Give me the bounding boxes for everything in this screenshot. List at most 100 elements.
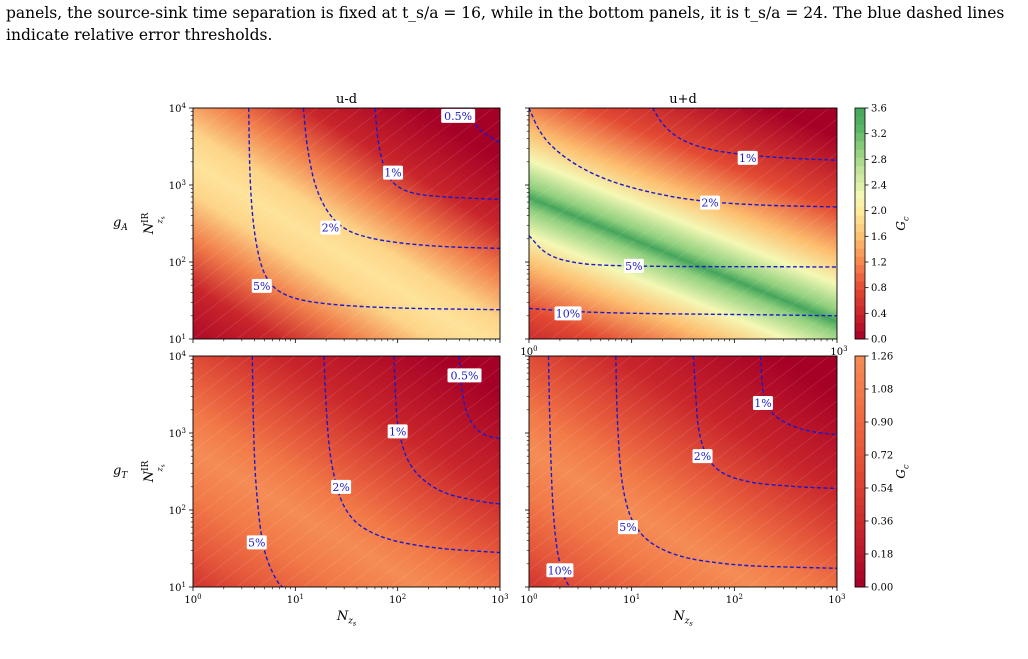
bottom-left-texture-line [193, 356, 274, 419]
colorbar-0-segment [855, 132, 865, 142]
bottom-right-xtick-label: 102 [726, 593, 743, 606]
top-left-texture-line [193, 108, 406, 272]
top-left-texture-line [214, 119, 500, 339]
bottom-right-texture-line [903, 356, 1028, 587]
top-right-texture-line [770, 287, 837, 339]
top-right-contour-line [529, 307, 837, 317]
bottom-right-texture-line [529, 356, 588, 402]
colorbar-0-segment [855, 207, 865, 216]
bottom-right-texture-line [529, 356, 698, 486]
top-right-texture-line [947, 108, 1028, 339]
top-left-contour-label-box [382, 165, 403, 180]
bottom-left-texture-line [302, 434, 500, 587]
bottom-right-texture-line [529, 356, 786, 554]
top-left-contour-label: 2% [322, 222, 339, 235]
colorbar-1-tick-label: 0.72 [871, 451, 893, 462]
top-left-texture-line [346, 220, 500, 339]
bottom-right-contour-line [615, 356, 837, 569]
top-right-title: u+d [669, 92, 697, 107]
bottom-right-texture-line [638, 434, 837, 587]
bottom-right-contour-label: 5% [619, 521, 636, 534]
bottom-left-xtick-label: 103 [491, 593, 508, 606]
colorbar-1-segment [855, 405, 865, 415]
bottom-right-texture-line [682, 468, 837, 587]
bottom-left-heatmap-band [193, 356, 500, 587]
bottom-left-contour-label: 2% [332, 481, 349, 494]
top-left-contour-label-box [441, 108, 476, 123]
bottom-left-ytick-label: 101 [169, 581, 186, 594]
figure-caption: panels, the source-sink time separation … [6, 2, 1022, 46]
colorbar-1-segment [855, 554, 865, 563]
top-right-texture-line [814, 321, 837, 339]
colorbar-1-tick-label: 0.90 [871, 418, 893, 429]
colorbar-0-segment [855, 182, 865, 191]
top-left-texture-line [193, 108, 450, 306]
top-left-row-label: gA [113, 216, 128, 234]
caption-line-2: indicate relative error thresholds. [6, 26, 273, 44]
colorbar-0-segment [855, 248, 865, 257]
bottom-left-contour-label-box [331, 479, 352, 494]
top-left-frame [192, 107, 501, 340]
top-right-contour-label-box [623, 258, 644, 273]
bottom-left-ytick-label: 103 [169, 427, 186, 440]
bottom-right-texture-line [529, 356, 830, 587]
bottom-left-contour-label-box [246, 535, 267, 550]
bottom-right-texture-line [660, 451, 837, 587]
colorbar-0-segment [855, 281, 865, 290]
colorbar-1-segment [855, 471, 865, 481]
top-right-contour-line [651, 108, 837, 161]
top-right-heatmap-band [529, 108, 837, 339]
top-right-texture-line [748, 270, 837, 339]
top-right-texture-line [704, 236, 837, 339]
panel-top-right: 1% 2% 5% 10% 100 103 u+d [520, 92, 1028, 358]
bottom-left-texture-line [193, 356, 494, 587]
colorbar-0-segment [855, 273, 865, 282]
colorbar-0-segment [855, 174, 865, 183]
top-right-contour-label-box [737, 150, 758, 165]
bottom-left-xtick-label: 102 [389, 593, 406, 606]
bottom-left-contour-line [251, 356, 283, 587]
bottom-left-contour-label: 1% [389, 425, 406, 438]
top-right-texture-line [903, 108, 1028, 339]
top-left-texture-line [193, 108, 384, 255]
top-right-texture-line [1013, 108, 1028, 339]
bottom-right-texture-line [836, 586, 837, 587]
colorbar-0-segment [855, 215, 865, 224]
colorbar-0-tick-label: 1.6 [871, 232, 887, 243]
colorbar-1-tick-label: 0.36 [871, 517, 893, 528]
bottom-right-texture-line [529, 356, 654, 453]
top-left-ytick-label: 102 [169, 256, 186, 269]
colorbar-1-segment [855, 430, 865, 439]
bottom-left-ytick-label: 104 [169, 350, 187, 363]
bottom-left-contour-line [393, 356, 500, 505]
bottom-right-texture-line [594, 400, 837, 587]
top-right-texture-line [529, 108, 654, 205]
top-left-contour-line [248, 108, 500, 311]
top-right-xtick-label: 103 [830, 345, 847, 358]
top-right-contour-label-box [554, 306, 582, 321]
colorbar-0-frame [854, 107, 866, 340]
bottom-right-texture-line [748, 518, 837, 587]
top-right-texture-line [638, 186, 837, 339]
colorbar-1-segment [855, 496, 865, 505]
top-left-ylabel: NIR zs [141, 212, 166, 235]
colorbar-0-tick-label: 1.2 [871, 258, 887, 269]
bottom-right-frame [528, 355, 838, 588]
colorbar-1-segment [855, 504, 865, 514]
colorbar-0-segment [855, 141, 865, 150]
colorbar-0-segment [855, 322, 865, 332]
colorbar-1-segment [855, 372, 865, 382]
bottom-right-texture-line [529, 356, 610, 419]
top-left-texture-line [193, 108, 340, 222]
bottom-right-texture-line [529, 356, 676, 470]
colorbar-1-label: Gc [894, 464, 910, 479]
bottom-right-texture-line [770, 535, 837, 587]
top-left-texture-line [434, 288, 500, 339]
bottom-left-texture-line [193, 356, 296, 436]
panel-bottom-right: 10% 5% 2% 1% 100 101 102 103 Nzs [520, 355, 1028, 628]
colorbar-1-segment [855, 389, 865, 398]
bottom-left-ytick-label: 102 [169, 504, 186, 517]
bottom-right-contour-label-box [546, 563, 574, 578]
bottom-left-ylabel: NIR zs [141, 460, 166, 483]
